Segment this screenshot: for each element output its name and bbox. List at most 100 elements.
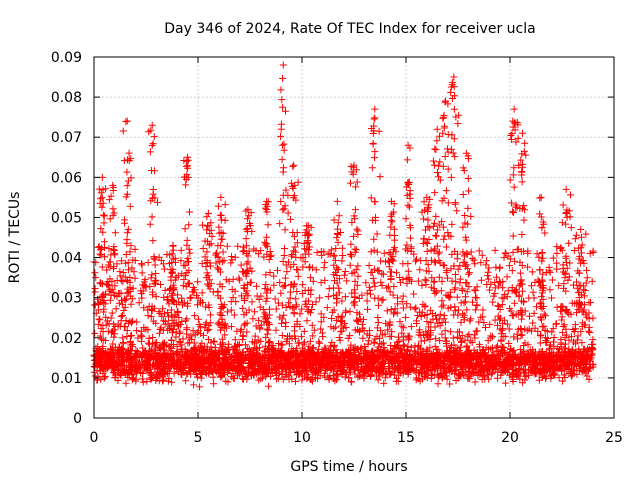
data-point: [282, 261, 290, 269]
data-point: [148, 271, 156, 279]
data-point: [290, 347, 298, 355]
data-point: [120, 362, 128, 370]
data-point: [355, 357, 363, 365]
data-point: [279, 61, 287, 69]
data-point: [542, 373, 550, 381]
data-point: [300, 354, 308, 362]
data-point: [500, 316, 508, 324]
data-point: [121, 273, 129, 281]
data-point: [120, 323, 128, 331]
data-point: [332, 316, 340, 324]
data-point: [542, 339, 550, 347]
data-point: [291, 377, 299, 385]
data-point: [400, 324, 408, 332]
data-point: [203, 213, 211, 221]
data-point: [284, 209, 292, 217]
data-point: [144, 326, 152, 334]
data-point: [279, 283, 287, 291]
data-point: [126, 248, 134, 256]
data-point: [352, 183, 360, 191]
data-point: [277, 289, 285, 297]
data-point: [370, 235, 378, 243]
data-point: [398, 329, 406, 337]
data-point: [199, 348, 207, 356]
data-point: [418, 375, 426, 383]
data-point: [418, 281, 426, 289]
data-point: [154, 353, 162, 361]
data-point: [292, 248, 300, 256]
data-point: [180, 275, 188, 283]
data-point: [541, 334, 549, 342]
data-point: [299, 359, 307, 367]
data-point: [203, 257, 211, 265]
data-point: [261, 342, 269, 350]
data-point: [259, 305, 267, 313]
data-point: [491, 278, 499, 286]
data-point: [578, 249, 586, 257]
data-point: [308, 377, 316, 385]
data-point: [184, 164, 192, 172]
data-point: [541, 368, 549, 376]
data-point: [300, 364, 308, 372]
data-point: [123, 348, 131, 356]
data-point: [196, 383, 204, 391]
data-point: [282, 107, 290, 115]
data-point: [353, 225, 361, 233]
data-point: [223, 242, 231, 250]
data-point: [432, 231, 440, 239]
data-point: [305, 297, 313, 305]
data-point: [553, 344, 561, 352]
data-point: [384, 326, 392, 334]
data-point: [151, 346, 159, 354]
data-point: [298, 349, 306, 357]
data-point: [550, 366, 558, 374]
data-point: [145, 128, 153, 136]
data-point: [545, 263, 553, 271]
data-point: [309, 344, 317, 352]
data-point: [362, 370, 370, 378]
data-point: [380, 352, 388, 360]
data-point: [490, 351, 498, 359]
data-point: [94, 320, 102, 328]
data-point: [172, 311, 180, 319]
data-point: [299, 281, 307, 289]
data-point: [110, 320, 118, 328]
data-point: [529, 362, 537, 370]
data-point: [91, 329, 99, 337]
data-point: [281, 202, 289, 210]
data-point: [543, 354, 551, 362]
data-point: [148, 141, 156, 149]
data-point: [138, 261, 146, 269]
data-point: [268, 341, 276, 349]
data-point: [232, 298, 240, 306]
data-point: [343, 350, 351, 358]
data-point: [489, 364, 497, 372]
data-point: [371, 282, 379, 290]
data-point: [521, 325, 529, 333]
data-point: [168, 268, 176, 276]
data-point: [370, 154, 378, 162]
data-point: [111, 229, 119, 237]
data-point: [437, 370, 445, 378]
data-point: [478, 375, 486, 383]
data-point: [347, 240, 355, 248]
data-point: [242, 225, 250, 233]
data-point: [201, 324, 209, 332]
data-point: [509, 232, 517, 240]
data-point: [562, 185, 570, 193]
data-point: [133, 327, 141, 335]
data-point: [250, 339, 258, 347]
data-point: [557, 354, 565, 362]
data-point: [513, 370, 521, 378]
data-point: [412, 317, 420, 325]
data-point: [154, 198, 162, 206]
data-point: [566, 213, 574, 221]
data-point: [507, 358, 515, 366]
data-point: [262, 239, 270, 247]
data-point: [338, 257, 346, 265]
data-point: [217, 211, 225, 219]
data-point: [473, 283, 481, 291]
data-point: [227, 323, 235, 331]
data-point: [499, 284, 507, 292]
data-point: [314, 360, 322, 368]
